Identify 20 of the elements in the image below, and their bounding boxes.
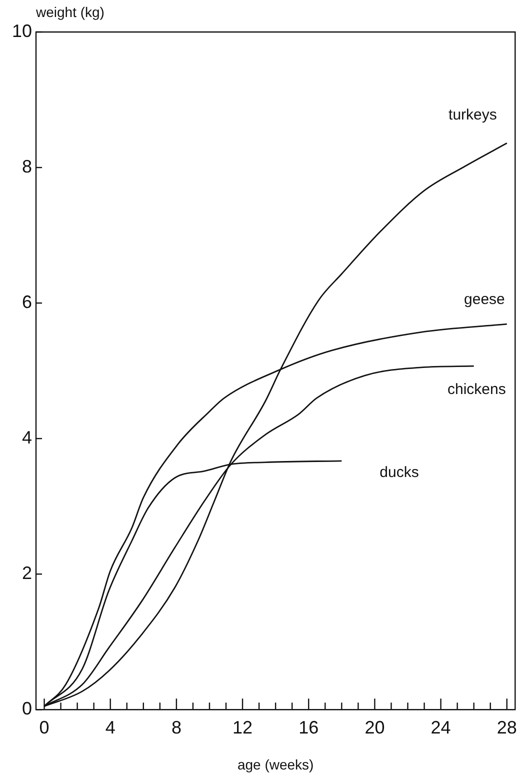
x-tick-label: 24 <box>430 717 451 738</box>
y-tick-label: 0 <box>22 698 32 719</box>
y-axis-title: weight (kg) <box>35 4 104 20</box>
series-label: turkeys <box>448 106 497 124</box>
series-label: chickens <box>447 381 506 398</box>
text: ducks <box>380 464 419 482</box>
x-tick-label: 0 <box>39 717 50 738</box>
x-tick-label: 16 <box>298 717 319 738</box>
x-tick-label: 8 <box>171 717 182 738</box>
series-label: geese <box>464 291 505 308</box>
y-tick-label: 8 <box>22 156 32 176</box>
y-tick-label: 10 <box>12 20 32 41</box>
x-tick-label: 28 <box>496 717 517 738</box>
y-tick-label: 4 <box>22 428 32 448</box>
x-tick-label: 12 <box>232 717 253 738</box>
x-axis-title: age (weeks) <box>237 756 314 772</box>
y-tick-label: 2 <box>22 563 32 584</box>
x-tick-label: 20 <box>364 717 385 738</box>
y-tick-label: 6 <box>22 292 32 312</box>
x-tick-label: 4 <box>105 717 116 738</box>
